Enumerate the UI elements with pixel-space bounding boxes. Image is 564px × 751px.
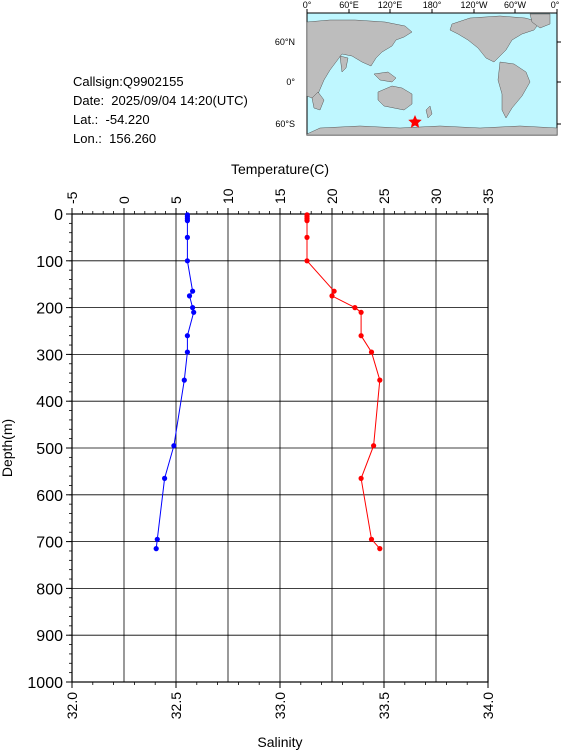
temperature-tick-label: 30 <box>428 188 444 204</box>
map-lon-label: 60°E <box>339 0 359 10</box>
salinity-point <box>331 288 337 294</box>
depth-tick-label: 500 <box>36 441 63 458</box>
longitude-text: Lon.: 156.260 <box>73 131 157 146</box>
temperature-point <box>162 475 168 481</box>
temperature-point <box>184 349 190 355</box>
salinity-point <box>304 234 310 240</box>
depth-tick-label: 900 <box>36 628 63 645</box>
salinity-point <box>352 305 358 311</box>
salinity-point <box>368 349 375 355</box>
salinity-tick-label: 34.0 <box>480 692 496 719</box>
temperature-point <box>190 288 196 294</box>
map-lat-label: 0° <box>286 77 295 87</box>
salinity-point <box>358 475 364 481</box>
temperature-point <box>154 536 160 542</box>
salinity-tick-label: 33.0 <box>272 692 288 719</box>
map-frame-ticks <box>306 9 561 125</box>
temperature-point <box>184 218 190 224</box>
salinity-line <box>306 214 381 549</box>
salinity-point <box>368 536 375 542</box>
temperature-point <box>184 234 190 240</box>
salinity-point <box>358 309 364 315</box>
salinity-tick-label: 32.5 <box>168 692 184 719</box>
temperature-point <box>191 309 197 315</box>
map-lon-label: 120°W <box>460 0 488 10</box>
location-map: 0° 60°E 120°E 180° 120°W 60°W 0° 60°N 0°… <box>275 0 561 136</box>
temperature-tick-label: 10 <box>220 188 236 204</box>
map-lat-label: 60°S <box>275 119 295 129</box>
callsign-text: Callsign:Q9902155 <box>73 74 184 89</box>
axis-ticks <box>66 208 489 688</box>
temperature-tick-label: 35 <box>480 188 496 204</box>
map-land <box>306 13 558 136</box>
depth-tick-label: 400 <box>36 394 63 411</box>
map-lon-label: 120°E <box>378 0 403 10</box>
depth-tick-label: 0 <box>54 207 63 224</box>
depth-tick-label: 800 <box>36 581 63 598</box>
salinity-point <box>377 546 383 552</box>
temperature-point <box>153 546 159 552</box>
temperature-point <box>184 258 190 264</box>
temperature-point <box>190 305 196 311</box>
map-lon-label: 60°W <box>504 0 527 10</box>
depth-tick-label: 600 <box>36 488 63 505</box>
temperature-tick-label: -5 <box>64 191 80 204</box>
float-info: Callsign:Q9902155 Date: 2025/09/04 14:20… <box>73 72 248 148</box>
salinity-point <box>371 443 377 449</box>
star-icon <box>408 115 422 128</box>
map-lon-label: 0° <box>551 0 560 10</box>
chart-grid <box>71 213 489 683</box>
temperature-line <box>155 214 195 549</box>
map-lon-label: 180° <box>423 0 442 10</box>
temperature-axis-title: Temperature(C) <box>231 161 329 177</box>
salinity-tick-label: 32.0 <box>64 692 80 719</box>
latitude-text: Lat.: -54.220 <box>73 112 150 127</box>
salinity-axis-title: Salinity <box>257 734 302 750</box>
depth-tick-label: 700 <box>36 535 63 552</box>
salinity-point <box>358 333 364 339</box>
salinity-point <box>329 293 335 299</box>
temperature-point <box>171 443 177 449</box>
temperature-point <box>181 377 187 383</box>
salinity-point <box>304 258 310 264</box>
temperature-point <box>186 293 193 299</box>
temperature-tick-label: 15 <box>272 188 288 204</box>
depth-tick-label: 1000 <box>27 675 63 692</box>
data-series <box>153 212 383 552</box>
temperature-tick-label: 5 <box>168 196 184 204</box>
salinity-point <box>304 218 310 224</box>
temperature-tick-label: 0 <box>116 196 132 204</box>
map-lat-label: 60°N <box>275 37 295 47</box>
temperature-tick-label: 25 <box>376 188 392 204</box>
temperature-point <box>184 333 190 339</box>
salinity-tick-label: 33.5 <box>376 692 392 719</box>
depth-tick-label: 200 <box>36 301 63 318</box>
temperature-tick-label: 20 <box>324 188 340 204</box>
map-lon-label: 0° <box>303 0 312 10</box>
depth-tick-label: 100 <box>36 254 63 271</box>
date-text: Date: 2025/09/04 14:20(UTC) <box>73 93 248 108</box>
depth-axis-title: Depth(m) <box>0 419 15 477</box>
salinity-point <box>377 377 383 383</box>
depth-tick-label: 300 <box>36 347 63 364</box>
